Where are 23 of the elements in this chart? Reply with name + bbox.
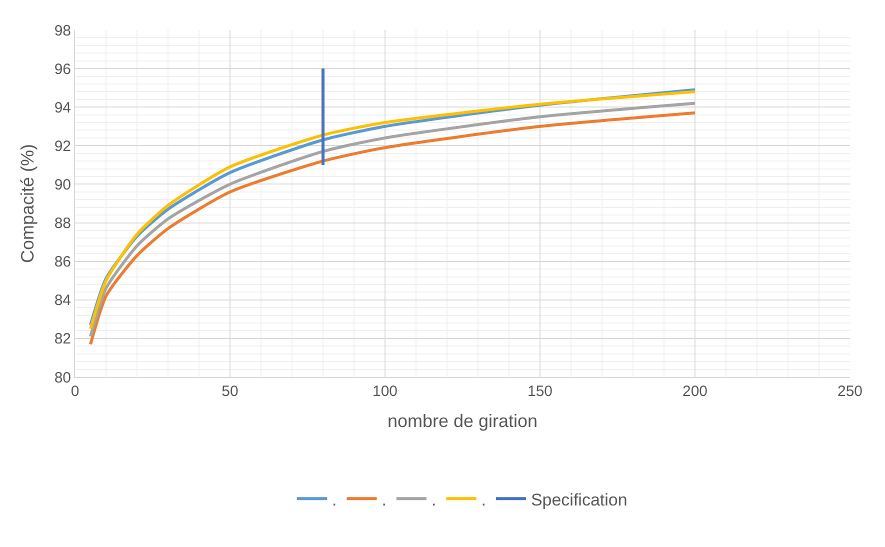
x-tick-label: 0 [70, 383, 80, 400]
x-tick-label: 50 [222, 383, 238, 400]
legend-label: . [332, 490, 337, 510]
y-tick-label: 96 [54, 60, 71, 78]
y-tick-label: 88 [54, 215, 71, 232]
y-tick-label: 82 [54, 330, 71, 348]
x-tick-label: 250 [837, 383, 863, 400]
legend-label: . [382, 490, 386, 510]
x-tick-label: 100 [372, 383, 398, 400]
y-tick-label: 80 [54, 369, 71, 386]
y-tick-label: 84 [54, 292, 71, 310]
y-axis-title: Compacité (%) [18, 144, 38, 264]
legend-label: Specification [530, 490, 628, 510]
y-tick-label: 90 [54, 176, 71, 194]
x-axis-title: nombre de giration [387, 411, 538, 432]
legend-label: . [481, 490, 486, 510]
legend-label: . [431, 490, 436, 510]
y-tick-label: 94 [54, 99, 71, 116]
x-tick-label: 200 [682, 383, 708, 400]
x-tick-label: 150 [527, 383, 553, 400]
y-tick-label: 86 [54, 254, 71, 271]
y-tick-label: 98 [54, 22, 71, 40]
y-tick-label: 92 [54, 138, 71, 155]
